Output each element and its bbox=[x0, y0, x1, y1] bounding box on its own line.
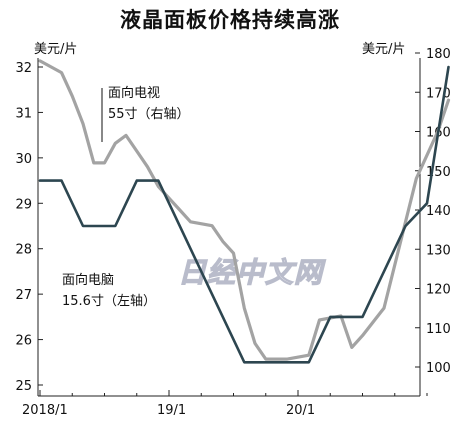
pc-panel-price-line bbox=[38, 65, 450, 364]
pc-series-label-line1: 面向电脑 bbox=[62, 272, 114, 288]
right-axis-tick-label: 120 bbox=[426, 283, 451, 298]
right-axis-tick-label: 100 bbox=[426, 361, 451, 376]
left-axis-tick-label: 32 bbox=[15, 61, 32, 76]
left-axis-tick-label: 25 bbox=[15, 379, 32, 394]
watermark-text: 日经中文网 bbox=[178, 256, 326, 289]
left-axis-tick-label: 31 bbox=[15, 106, 32, 121]
right-axis-tick-label: 180 bbox=[426, 47, 451, 62]
right-axis-tick-label: 110 bbox=[426, 322, 451, 337]
left-axis-tick-label: 29 bbox=[15, 197, 32, 212]
left-axis-tick-label: 27 bbox=[15, 288, 32, 303]
right-axis-tick-label: 130 bbox=[426, 243, 451, 258]
x-axis-tick-label: 20/1 bbox=[286, 403, 315, 418]
chart-title: 液晶面板价格持续高涨 bbox=[120, 8, 340, 32]
x-axis-tick-label: 19/1 bbox=[157, 403, 186, 418]
x-axis-tick-label: 2018/1 bbox=[22, 403, 68, 418]
right-axis-tick-label: 140 bbox=[426, 204, 451, 219]
tv-series-label-line2: 55寸（右轴） bbox=[108, 107, 190, 122]
right-axis-tick-label: 150 bbox=[426, 165, 451, 180]
pc-series-label-line2: 15.6寸（左轴） bbox=[62, 294, 156, 309]
left-axis-tick-label: 28 bbox=[15, 243, 32, 258]
right-axis-unit: 美元/片 bbox=[362, 42, 406, 57]
left-axis-unit: 美元/片 bbox=[34, 42, 78, 57]
right-axis-tick-label: 170 bbox=[426, 86, 451, 101]
left-axis-tick-label: 26 bbox=[15, 334, 32, 349]
left-axis-tick-label: 30 bbox=[15, 152, 32, 167]
tv-series-label-line1: 面向电视 bbox=[108, 85, 160, 101]
tv-panel-price-line bbox=[38, 59, 451, 361]
